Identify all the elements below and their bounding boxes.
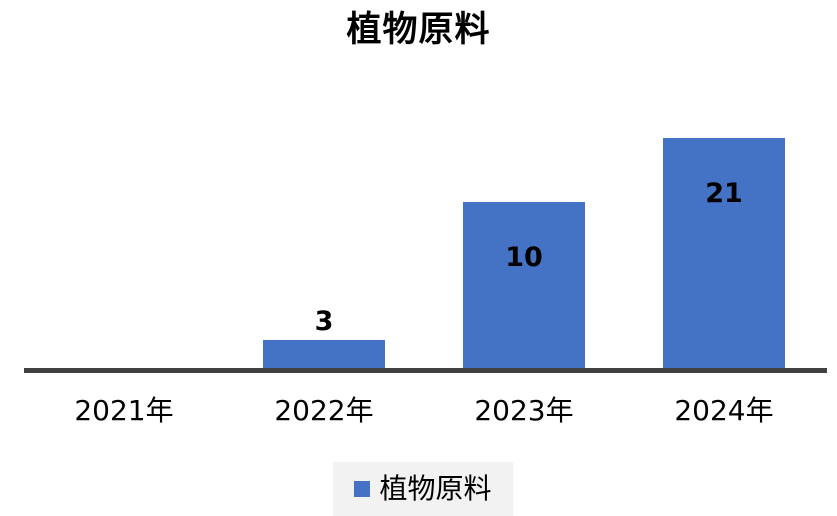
bar-value-label-2024: 21 [705,178,743,209]
bar-2023 [463,202,585,368]
legend-label: 植物原料 [379,472,492,505]
bar-2024 [663,138,785,368]
chart-title: 植物原料 [346,9,491,50]
bar-value-label-2022: 3 [314,306,334,337]
x-tick-label-2022: 2022年 [274,394,374,427]
legend-swatch-icon [354,481,371,497]
legend: 植物原料 [333,462,513,516]
x-axis-line [24,368,827,373]
x-tick-label-2023: 2023年 [474,394,574,427]
x-tick-label-2024: 2024年 [674,394,774,427]
x-tick-label-2021: 2021年 [74,394,174,427]
bar-2022 [263,340,385,368]
bar-value-label-2023: 10 [505,242,543,273]
